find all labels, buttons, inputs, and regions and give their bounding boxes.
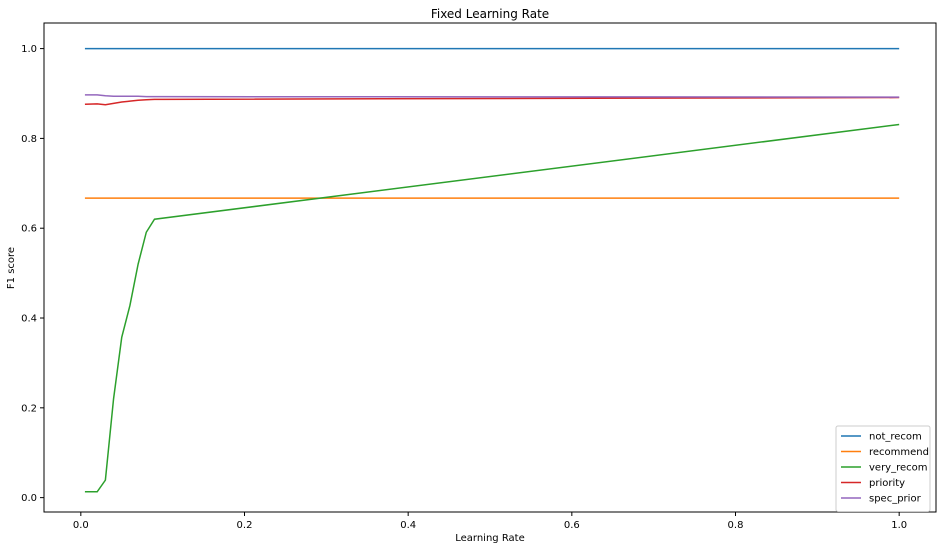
- series-line-priority: [84, 96, 900, 106]
- x-tick-label: 0.2: [237, 520, 253, 531]
- series-line-very-recom: [84, 123, 900, 493]
- x-tick-label: 0.6: [564, 520, 580, 531]
- legend-label-not-recom: not_recom: [869, 432, 922, 443]
- legend-box: [835, 425, 931, 512]
- y-tick-label: 0.0: [21, 493, 37, 504]
- x-tick-label: 1.0: [891, 520, 907, 531]
- x-tick-label: 0.8: [728, 520, 744, 531]
- legend-label-very-recom: very_recom: [869, 463, 928, 474]
- y-axis-label: F1 score: [6, 247, 17, 289]
- legend-label-recommend: recommend: [869, 447, 929, 458]
- y-tick-label: 0.6: [21, 224, 37, 235]
- legend-label-priority: priority: [869, 478, 905, 489]
- series-line-spec-prior: [84, 94, 900, 98]
- x-axis: 0.0 0.2 0.4 0.6 0.8 1.0: [73, 512, 907, 531]
- legend-label-spec-prior: spec_prior: [869, 494, 922, 505]
- y-tick-label: 1.0: [21, 44, 37, 55]
- plot-frame: [43, 22, 937, 513]
- y-tick-label: 0.8: [21, 134, 37, 145]
- y-tick-label: 0.4: [21, 314, 37, 325]
- x-tick-label: 0.4: [400, 520, 416, 531]
- plot-lines: [84, 47, 900, 493]
- y-axis: 0.0 0.2 0.4 0.6 0.8 1.0: [21, 44, 44, 504]
- legend: not_recom recommend very_recom priority spec…: [835, 425, 931, 512]
- x-tick-label: 0.0: [73, 520, 89, 531]
- x-axis-label: Learning Rate: [455, 533, 525, 544]
- chart-title: Fixed Learning Rate: [431, 7, 549, 21]
- y-tick-label: 0.2: [21, 403, 37, 414]
